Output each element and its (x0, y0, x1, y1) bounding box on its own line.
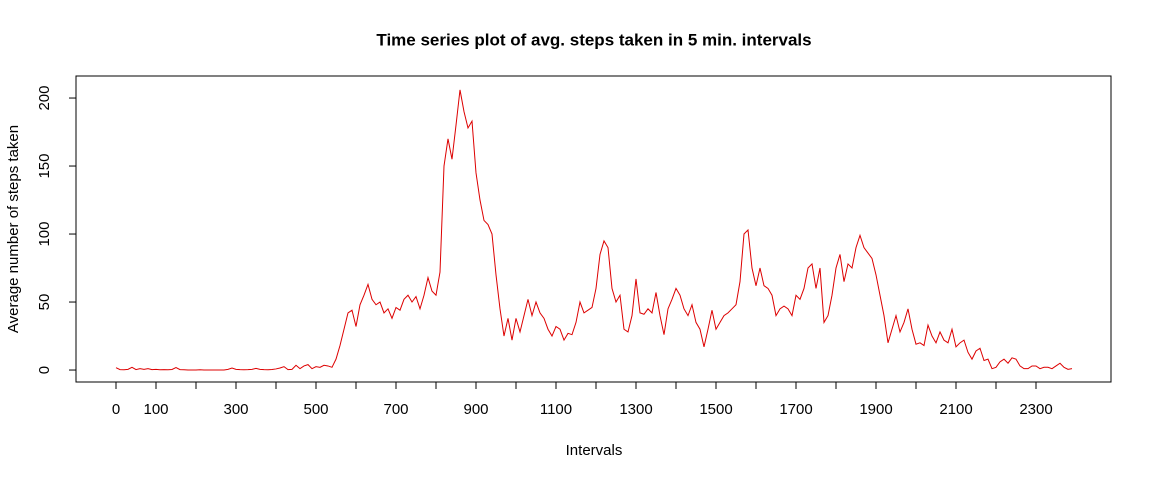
plot-box (75, 75, 1112, 383)
y-tick-label: 200 (36, 86, 53, 111)
y-tick-label: 100 (36, 222, 53, 247)
x-tick-label: 1300 (619, 401, 652, 418)
x-tick-label: 1100 (540, 401, 572, 418)
x-tick-label: 1900 (859, 401, 892, 418)
x-tick-label: 2300 (1019, 401, 1052, 418)
series-line (115, 89, 1073, 371)
x-axis-label: Intervals (566, 442, 623, 459)
x-tick-label: 100 (143, 401, 168, 418)
y-tick-label: 150 (36, 154, 53, 179)
y-axis-label: Average number of steps taken (5, 125, 22, 333)
x-tick-label: 300 (223, 401, 248, 418)
x-tick-label: 900 (463, 401, 488, 418)
y-tick-label: 0 (36, 366, 53, 374)
x-tick-label: 0 (112, 401, 120, 418)
chart-title: Time series plot of avg. steps taken in … (376, 30, 811, 49)
x-tick-label: 1500 (699, 401, 732, 418)
x-tick-label: 700 (383, 401, 408, 418)
x-tick-label: 2100 (939, 401, 972, 418)
x-tick-label: 500 (303, 401, 328, 418)
y-tick-label: 50 (36, 294, 53, 311)
x-tick-label: 1700 (779, 401, 812, 418)
